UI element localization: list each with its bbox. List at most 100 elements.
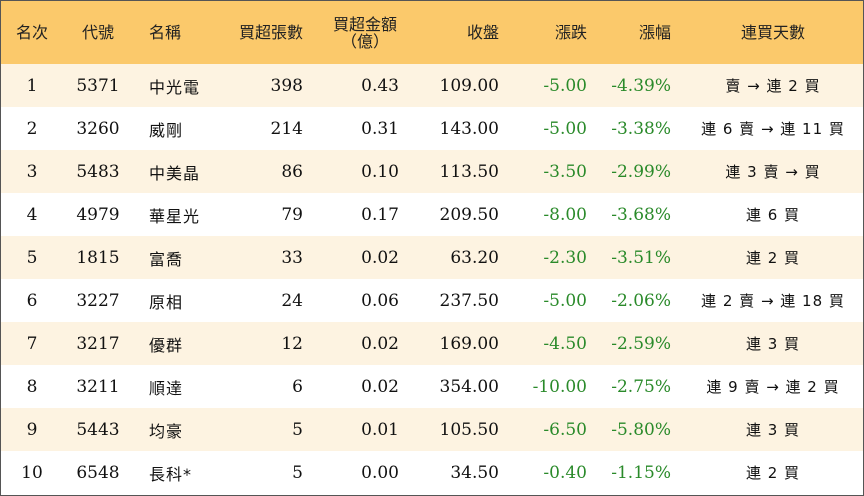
cell-code: 5371 [76,75,120,96]
cell-close: 143.00 [439,118,499,139]
cell-close: 169.00 [439,333,499,354]
cell-change-pct: -1.15% [611,462,671,483]
cell-name: 順達 [149,378,184,398]
header-code: 代號 [81,23,114,42]
header-net-buy-amount: 買超金額 （億） [309,1,405,64]
header-change: 漲跌 [554,23,587,42]
cell-rank: 1 [26,75,38,96]
cell-net-buy-amount: 0.01 [361,419,399,440]
cell-consecutive-days: 連 6 賣 → 連 11 買 [701,120,845,138]
cell-change: -2.30 [543,247,587,268]
table-row: 4 4979 華星光 79 0.17 209.50 -8.00 -3.68% 連… [1,193,863,236]
cell-net-buy-lots: 5 [292,462,303,483]
header-consecutive-days: 連買天數 [740,23,805,42]
cell-consecutive-days: 連 3 買 [745,335,801,353]
cell-net-buy-lots: 79 [281,204,303,225]
cell-rank: 9 [26,419,38,440]
cell-code: 6548 [76,462,120,483]
header-net-buy-amount-line1: 買超金額 [332,14,397,34]
cell-close: 209.50 [439,204,499,225]
table-header-row: 名次 代號 名稱 買超張數 買超金額 （億） 收盤 漲跌 漲幅 連買天數 [1,1,863,64]
cell-code: 3227 [76,290,120,311]
cell-net-buy-lots: 24 [281,290,303,311]
cell-code: 3211 [76,376,120,397]
table-row: 7 3217 優群 12 0.02 169.00 -4.50 -2.59% 連 … [1,322,863,365]
cell-rank: 5 [26,247,38,268]
header-net-buy-amount-line2: （億） [340,31,389,51]
cell-change-pct: -3.68% [611,204,671,225]
cell-change: -5.00 [543,75,587,96]
cell-close: 109.00 [439,75,499,96]
cell-change-pct: -3.38% [611,118,671,139]
cell-code: 5483 [76,161,120,182]
cell-rank: 10 [21,462,43,483]
table-row: 6 3227 原相 24 0.06 237.50 -5.00 -2.06% 連 … [1,279,863,322]
cell-name: 原相 [149,292,184,312]
table-row: 3 5483 中美晶 86 0.10 113.50 -3.50 -2.99% 連… [1,150,863,193]
cell-net-buy-amount: 0.02 [361,247,399,268]
cell-consecutive-days: 連 2 買 [745,464,801,482]
cell-change-pct: -2.59% [611,333,671,354]
cell-rank: 2 [26,118,38,139]
cell-change: -4.50 [543,333,587,354]
table-row: 5 1815 富喬 33 0.02 63.20 -2.30 -3.51% 連 2… [1,236,863,279]
cell-close: 113.50 [439,161,499,182]
cell-consecutive-days: 連 9 賣 → 連 2 買 [706,378,840,396]
cell-net-buy-amount: 0.31 [361,118,399,139]
cell-rank: 3 [26,161,38,182]
cell-code: 3217 [76,333,120,354]
cell-net-buy-lots: 398 [270,75,303,96]
header-net-buy-lots: 買超張數 [238,23,303,42]
cell-net-buy-amount: 0.00 [361,462,399,483]
cell-consecutive-days: 連 2 賣 → 連 18 買 [701,292,845,310]
cell-change: -10.00 [532,376,587,397]
cell-close: 34.50 [450,462,499,483]
cell-rank: 4 [26,204,38,225]
cell-name: 優群 [149,335,184,355]
cell-name: 均豪 [149,421,184,441]
cell-change-pct: -2.99% [611,161,671,182]
cell-net-buy-lots: 5 [292,419,303,440]
table-row: 8 3211 順達 6 0.02 354.00 -10.00 -2.75% 連 … [1,365,863,408]
cell-code: 4979 [76,204,120,225]
cell-net-buy-amount: 0.43 [361,75,399,96]
header-close: 收盤 [466,23,499,42]
cell-net-buy-amount: 0.06 [361,290,399,311]
header-rank: 名次 [15,23,48,42]
cell-name: 威剛 [149,120,184,140]
cell-rank: 8 [26,376,38,397]
header-change-pct: 漲幅 [638,23,671,42]
cell-change-pct: -3.51% [611,247,671,268]
cell-net-buy-lots: 12 [281,333,303,354]
table-row: 1 5371 中光電 398 0.43 109.00 -5.00 -4.39% … [1,64,863,107]
cell-name: 華星光 [149,206,201,226]
cell-close: 63.20 [450,247,499,268]
cell-code: 5443 [76,419,120,440]
cell-code: 3260 [76,118,120,139]
cell-change-pct: -2.75% [611,376,671,397]
cell-net-buy-lots: 33 [281,247,303,268]
cell-change: -6.50 [543,419,587,440]
cell-net-buy-lots: 86 [281,161,303,182]
cell-net-buy-amount: 0.17 [361,204,399,225]
table-row: 2 3260 威剛 214 0.31 143.00 -5.00 -3.38% 連… [1,107,863,150]
cell-change: -0.40 [543,462,587,483]
cell-change: -8.00 [543,204,587,225]
cell-change: -3.50 [543,161,587,182]
cell-name: 富喬 [149,249,184,269]
cell-change: -5.00 [543,290,587,311]
header-name: 名稱 [149,23,182,42]
cell-consecutive-days: 賣 → 連 2 買 [725,77,821,95]
cell-net-buy-amount: 0.02 [361,376,399,397]
cell-net-buy-lots: 6 [292,376,303,397]
cell-net-buy-amount: 0.02 [361,333,399,354]
cell-change-pct: -5.80% [611,419,671,440]
cell-change-pct: -2.06% [611,290,671,311]
cell-consecutive-days: 連 6 買 [745,206,801,224]
cell-net-buy-amount: 0.10 [361,161,399,182]
cell-close: 237.50 [439,290,499,311]
table-row: 10 6548 長科* 5 0.00 34.50 -0.40 -1.15% 連 … [1,451,863,494]
cell-close: 105.50 [439,419,499,440]
